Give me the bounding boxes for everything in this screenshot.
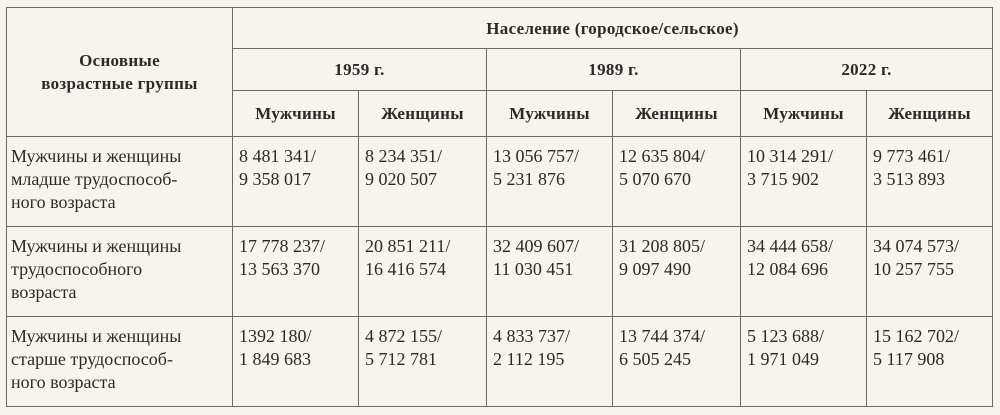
data-row: Мужчины и женщины трудоспособного возрас…	[6, 226, 994, 317]
group-header: Основные возрастные группы	[6, 7, 233, 137]
population-cell: 34 074 573/ 10 257 755	[865, 226, 994, 317]
sex-header: Мужчины	[740, 90, 867, 137]
data-row: Мужчины и женщины младше трудоспособ- но…	[6, 136, 994, 227]
year-header: 2022 г.	[739, 48, 994, 91]
population-cell: 12 635 804/ 5 070 670	[612, 136, 741, 227]
population-cell: 13 056 757/ 5 231 876	[486, 136, 613, 227]
data-row: Мужчины и женщины старше трудоспособ- но…	[6, 316, 994, 407]
population-cell: 4 872 155/ 5 712 781	[358, 316, 487, 407]
sex-header: Мужчины	[232, 90, 359, 137]
population-cell: 13 744 374/ 6 505 245	[612, 316, 741, 407]
population-cell: 10 314 291/ 3 715 902	[740, 136, 867, 227]
population-cell: 8 234 351/ 9 020 507	[358, 136, 487, 227]
row-label: Мужчины и женщины старше трудоспособ- но…	[6, 316, 233, 407]
row-label: Мужчины и женщины младше трудоспособ- но…	[6, 136, 233, 227]
population-cell: 34 444 658/ 12 084 696	[740, 226, 867, 317]
population-cell: 1392 180/ 1 849 683	[232, 316, 359, 407]
sex-header: Женщины	[865, 90, 994, 137]
year-header: 1959 г.	[232, 48, 487, 91]
header-row: Основные возрастные группы Население (го…	[6, 7, 994, 137]
population-header: Население (городское/сельское)	[231, 7, 994, 49]
year-header: 1989 г.	[486, 48, 741, 91]
population-cell: 5 123 688/ 1 971 049	[740, 316, 867, 407]
population-cell: 17 778 237/ 13 563 370	[232, 226, 359, 317]
population-cell: 4 833 737/ 2 112 195	[486, 316, 613, 407]
population-cell: 31 208 805/ 9 097 490	[612, 226, 741, 317]
population-cell: 32 409 607/ 11 030 451	[486, 226, 613, 317]
sex-row: Мужчины Женщины Мужчины Женщины Мужчины …	[7, 90, 994, 137]
sex-header: Мужчины	[486, 90, 613, 137]
population-cell: 20 851 211/ 16 416 574	[358, 226, 487, 317]
row-label: Мужчины и женщины трудоспособного возрас…	[6, 226, 233, 317]
sex-header: Женщины	[358, 90, 487, 137]
population-table: Основные возрастные группы Население (го…	[6, 7, 994, 407]
population-cell: 8 481 341/ 9 358 017	[232, 136, 359, 227]
population-cell: 9 773 461/ 3 513 893	[865, 136, 994, 227]
sex-header: Женщины	[612, 90, 741, 137]
population-cell: 15 162 702/ 5 117 908	[865, 316, 994, 407]
